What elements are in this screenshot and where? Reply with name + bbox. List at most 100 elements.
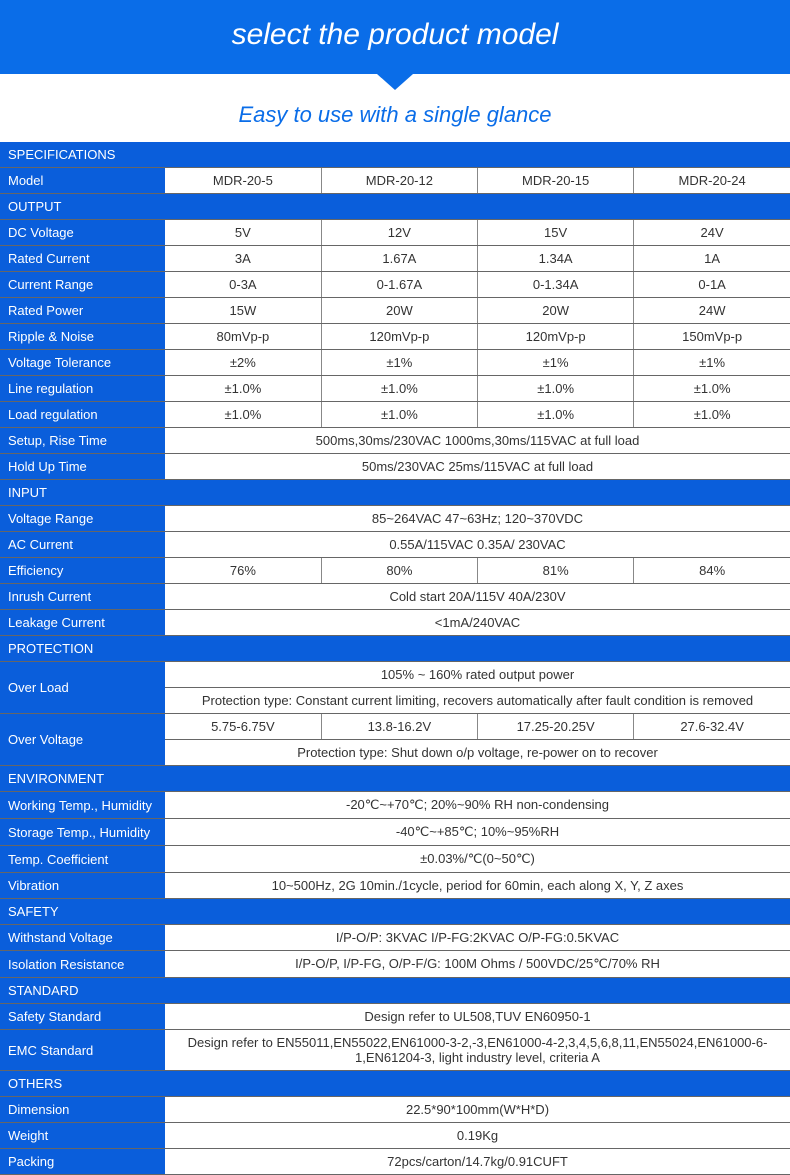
row-label: Working Temp., Humidity	[0, 792, 165, 819]
cell: 12V	[321, 220, 477, 246]
cell: 0-1.34A	[478, 272, 634, 298]
spec-table: SPECIFICATIONS Model MDR-20-5 MDR-20-12 …	[0, 142, 790, 1175]
row-label: Current Range	[0, 272, 165, 298]
cell: 80mVp-p	[165, 324, 321, 350]
section-safety: SAFETY	[0, 899, 790, 925]
row-label: AC Current	[0, 532, 165, 558]
cell: 24V	[634, 220, 790, 246]
row-label: Inrush Current	[0, 584, 165, 610]
row-label: Rated Current	[0, 246, 165, 272]
cell-model-0: MDR-20-5	[165, 168, 321, 194]
cell: ±1.0%	[321, 376, 477, 402]
cell-span: 500ms,30ms/230VAC 1000ms,30ms/115VAC at …	[165, 428, 790, 454]
row-label: Line regulation	[0, 376, 165, 402]
cell: 80%	[321, 558, 477, 584]
section-protection: PROTECTION	[0, 636, 790, 662]
cell: 0-1A	[634, 272, 790, 298]
row-label: Load regulation	[0, 402, 165, 428]
row-label: DC Voltage	[0, 220, 165, 246]
cell: ±1%	[634, 350, 790, 376]
cell: 1.67A	[321, 246, 477, 272]
cell: 81%	[478, 558, 634, 584]
row-label: Ripple & Noise	[0, 324, 165, 350]
cell: 20W	[321, 298, 477, 324]
cell-span: 0.19Kg	[165, 1123, 790, 1149]
row-label: Setup, Rise Time	[0, 428, 165, 454]
cell-span: 0.55A/115VAC 0.35A/ 230VAC	[165, 532, 790, 558]
section-input: INPUT	[0, 480, 790, 506]
cell-span: Protection type: Shut down o/p voltage, …	[165, 740, 790, 766]
subtitle: Easy to use with a single glance	[0, 102, 790, 128]
cell: 150mVp-p	[634, 324, 790, 350]
row-label: Safety Standard	[0, 1004, 165, 1030]
section-others: OTHERS	[0, 1071, 790, 1097]
cell: ±1.0%	[165, 402, 321, 428]
cell-span: Design refer to EN55011,EN55022,EN61000-…	[165, 1030, 790, 1071]
cell: ±1.0%	[478, 402, 634, 428]
cell: 5.75-6.75V	[165, 714, 321, 740]
cell: ±1%	[321, 350, 477, 376]
cell-span: Design refer to UL508,TUV EN60950-1	[165, 1004, 790, 1030]
row-label: Over Voltage	[0, 714, 165, 766]
cell-span: 72pcs/carton/14.7kg/0.91CUFT	[165, 1149, 790, 1175]
cell: 0-3A	[165, 272, 321, 298]
cell: 1A	[634, 246, 790, 272]
cell-model-3: MDR-20-24	[634, 168, 790, 194]
cell: ±1%	[478, 350, 634, 376]
cell-span: I/P-O/P: 3KVAC I/P-FG:2KVAC O/P-FG:0.5KV…	[165, 925, 790, 951]
cell-span: 85~264VAC 47~63Hz; 120~370VDC	[165, 506, 790, 532]
row-label: Efficiency	[0, 558, 165, 584]
row-label: Isolation Resistance	[0, 951, 165, 978]
row-label: Weight	[0, 1123, 165, 1149]
section-output: OUTPUT	[0, 194, 790, 220]
cell: 84%	[634, 558, 790, 584]
cell: 15W	[165, 298, 321, 324]
cell-span: -20℃~+70℃; 20%~90% RH non-condensing	[165, 792, 790, 819]
cell: ±1.0%	[165, 376, 321, 402]
banner-title: select the product model	[0, 0, 790, 74]
cell-span: Protection type: Constant current limiti…	[165, 688, 790, 714]
section-environment: ENVIRONMENT	[0, 766, 790, 792]
cell-span: 105% ~ 160% rated output power	[165, 662, 790, 688]
cell: 13.8-16.2V	[321, 714, 477, 740]
cell: 76%	[165, 558, 321, 584]
cell: 1.34A	[478, 246, 634, 272]
row-label: Withstand Voltage	[0, 925, 165, 951]
row-label: Vibration	[0, 873, 165, 899]
cell: 5V	[165, 220, 321, 246]
row-label: Over Load	[0, 662, 165, 714]
row-label: Hold Up Time	[0, 454, 165, 480]
cell-span: <1mA/240VAC	[165, 610, 790, 636]
cell: 20W	[478, 298, 634, 324]
cell-span: 50ms/230VAC 25ms/115VAC at full load	[165, 454, 790, 480]
cell: 0-1.67A	[321, 272, 477, 298]
cell: ±1.0%	[634, 376, 790, 402]
cell: 120mVp-p	[478, 324, 634, 350]
cell: 17.25-20.25V	[478, 714, 634, 740]
cell-model-2: MDR-20-15	[478, 168, 634, 194]
cell: 27.6-32.4V	[634, 714, 790, 740]
cell: ±1.0%	[478, 376, 634, 402]
row-label: Rated Power	[0, 298, 165, 324]
row-label-model: Model	[0, 168, 165, 194]
section-standard: STANDARD	[0, 978, 790, 1004]
row-label: Storage Temp., Humidity	[0, 819, 165, 846]
row-label: EMC Standard	[0, 1030, 165, 1071]
row-label: Voltage Range	[0, 506, 165, 532]
cell: 24W	[634, 298, 790, 324]
cell-span: ±0.03%/℃(0~50℃)	[165, 846, 790, 873]
cell-span: 22.5*90*100mm(W*H*D)	[165, 1097, 790, 1123]
cell: ±1.0%	[634, 402, 790, 428]
row-label: Voltage Tolerance	[0, 350, 165, 376]
cell-model-1: MDR-20-12	[321, 168, 477, 194]
cell: ±1.0%	[321, 402, 477, 428]
cell-span: -40℃~+85℃; 10%~95%RH	[165, 819, 790, 846]
cell: 120mVp-p	[321, 324, 477, 350]
row-label: Temp. Coefficient	[0, 846, 165, 873]
cell-span: I/P-O/P, I/P-FG, O/P-F/G: 100M Ohms / 50…	[165, 951, 790, 978]
cell: ±2%	[165, 350, 321, 376]
cell: 3A	[165, 246, 321, 272]
row-label: Dimension	[0, 1097, 165, 1123]
section-specifications: SPECIFICATIONS	[0, 142, 790, 168]
cell: 15V	[478, 220, 634, 246]
